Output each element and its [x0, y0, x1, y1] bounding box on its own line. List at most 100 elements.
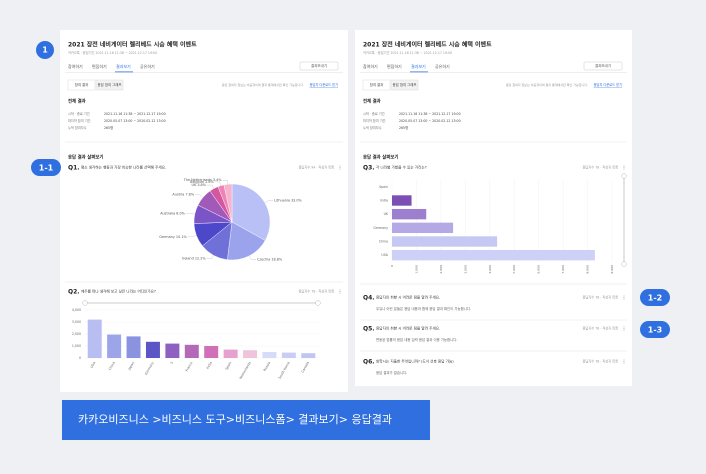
tab[interactable]: 참여하기 [68, 63, 83, 69]
panel-meta: 카카오톡 · 응답기간 2021.11.16 11:38 ~ 2021.12.1… [363, 50, 452, 55]
question-meta: 응답자수 78 · 작성자 목록 [582, 295, 618, 300]
pie-label: Belgium 2.6% [190, 180, 214, 184]
bar [165, 343, 180, 358]
leader-line [222, 180, 229, 185]
more-icon [623, 298, 625, 300]
tab[interactable]: 공유하기 [140, 63, 155, 69]
more-icon [623, 297, 625, 298]
summary-value: 2021.11.16 11:38 ~ 2021.12.17 19:00 [399, 112, 461, 116]
answer-text: 우유나 어린 분들은 응답 내용과 함께 응답 결과 확인이 가능합니다. [376, 306, 471, 311]
button[interactable] [299, 61, 339, 71]
summary-label: 마지막 참여 기간 [68, 118, 91, 123]
leader-line [206, 184, 214, 189]
badge-label: 1-3 [648, 326, 662, 335]
tab[interactable]: 공유하기 [435, 63, 450, 69]
bar [145, 341, 160, 358]
more-icon [623, 359, 625, 361]
badge-label: 1-2 [648, 294, 662, 303]
tab[interactable]: 결과보기 [116, 63, 131, 69]
button[interactable] [583, 61, 623, 71]
more-icon [339, 165, 341, 167]
leader-line [187, 235, 197, 237]
caption-banner [62, 400, 430, 440]
tab[interactable]: 편집하기 [387, 63, 402, 69]
question-number: Q4. [363, 295, 375, 302]
subtab[interactable] [95, 79, 124, 91]
summary-label: 마지막 참여 기간 [363, 118, 386, 123]
more-icon [623, 329, 625, 331]
badge [36, 41, 54, 59]
notice: 응답 참여자 정보는 비공개이며 결과 통계에서만 확인 가능합니다. [506, 82, 588, 87]
pie-label: Austria 7.8% [172, 193, 194, 197]
badge [640, 321, 670, 338]
badge [640, 289, 670, 306]
link[interactable]: 응답자 다운로드 받기 [310, 82, 338, 87]
category-label: Belgium [190, 180, 205, 184]
question-number: Q3. [363, 165, 375, 172]
tab[interactable]: 결과보기 [411, 63, 426, 69]
value-label: 12.2% [195, 257, 207, 261]
slider-handle[interactable] [621, 173, 627, 179]
more-icon [623, 165, 625, 167]
question-number: Q6. [363, 359, 375, 366]
question-text: 응답자의 취향 시 어려운 점을 알려 주세요. [376, 326, 440, 331]
panel-meta: 카카오톡 · 응답기간 2021.11.16 11:38 ~ 2021.12.1… [68, 50, 157, 55]
y-tick-label: UK [384, 212, 389, 216]
x-tick-label: China [108, 361, 116, 371]
x-tick-label: France [185, 361, 194, 372]
value-label: 7.8% [185, 193, 194, 197]
slider-handle[interactable] [82, 300, 88, 306]
tab[interactable]: 편집하기 [92, 63, 107, 69]
bar [243, 350, 258, 358]
button-label: 결과보내기 [595, 63, 611, 68]
y-tick-label: China [379, 240, 388, 244]
question-meta: 응답자수 94 · 작성자 목록 [298, 165, 334, 170]
question-text: 제주를 떠나 생각해 보고 싶은 나라는 어디인가요? [81, 289, 156, 294]
summary-label: 시작 · 종료 기간 [68, 111, 90, 116]
caption: 카카오비즈니스 >비즈니스 도구>비즈니스폼> 결과보기> 응답결과 [78, 413, 392, 426]
y-tick-label: 1,000 [72, 344, 81, 348]
summary-value: 2020.05.07 13:00 ~ 2020.02.12 13:00 [104, 119, 166, 123]
link[interactable]: 응답자 다운로드 받기 [594, 82, 622, 87]
value-label: 3.4% [213, 178, 222, 182]
y-tick-label: 3,000 [72, 320, 81, 324]
subtab-label: 응답 참여 그래프 [98, 82, 122, 87]
x-tick-label: Japan [127, 361, 135, 372]
y-tick-label: 4,000 [72, 308, 81, 312]
question-text: 각 나라별 가봤을 수 있는 거리는? [376, 165, 427, 170]
summary-value: 265명 [104, 125, 113, 130]
pie-label: Czechia 18.8% [257, 257, 283, 261]
slider-handle[interactable] [315, 300, 321, 306]
x-tick-label: 7,000 [561, 265, 565, 274]
panel-title: 2021 장전 네비게이터 렐리베드 시승 혜택 이벤트 [363, 41, 492, 49]
bar [301, 353, 316, 358]
question-meta: 응답자수 78 · 작성자 목록 [298, 289, 334, 294]
tab[interactable]: 참여하기 [363, 63, 378, 69]
notice: 응답 참여자 정보는 비공개이며 결과 통계에서만 확인 가능합니다. [222, 82, 304, 87]
button-label: 결과보내기 [311, 63, 327, 68]
category-label: Ireland [182, 257, 194, 261]
badge-label: 1 [42, 46, 48, 55]
leader-line [214, 181, 222, 186]
subtab[interactable] [390, 79, 419, 91]
section-title: 응답 결과 살펴보기 [68, 154, 103, 161]
bar [392, 249, 595, 261]
x-tick-label: 5 [170, 361, 174, 365]
subtab[interactable] [362, 79, 391, 91]
x-tick-label: 1,000 [414, 265, 418, 274]
question-meta: 응답자수 78 · 작성자 목록 [582, 359, 618, 364]
more-icon [623, 362, 625, 364]
leader-line [249, 255, 257, 260]
slider-handle[interactable] [621, 261, 627, 267]
bar [392, 222, 454, 234]
bar [126, 336, 141, 358]
x-tick-label: 4,000 [488, 265, 492, 274]
x-tick-label: Germany [144, 361, 155, 376]
section-title: 전체 결과 [363, 98, 381, 105]
y-tick-label: Spain [379, 185, 388, 189]
category-label: Austria [172, 193, 184, 197]
x-tick-label: 0 [390, 265, 394, 267]
subtab[interactable] [67, 79, 96, 91]
y-tick-label: India [380, 199, 388, 203]
